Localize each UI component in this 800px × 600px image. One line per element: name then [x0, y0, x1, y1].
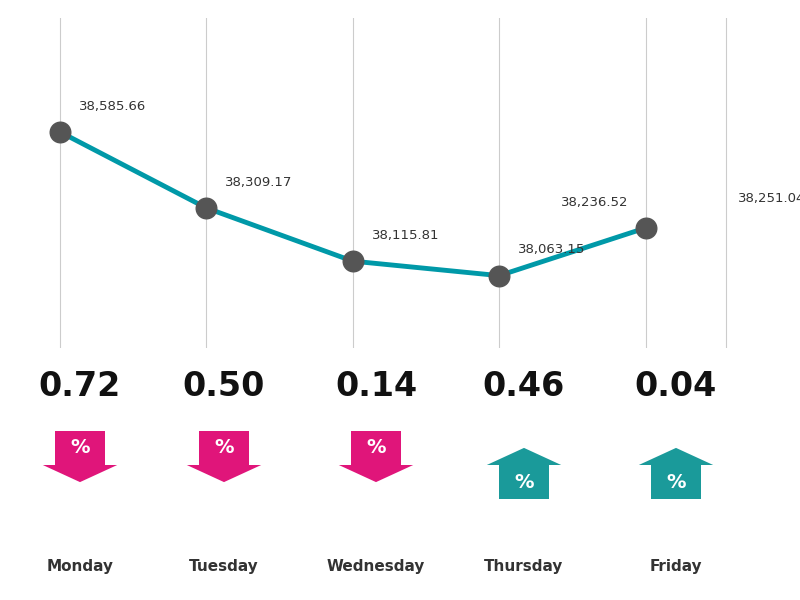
Text: 0.04: 0.04	[635, 370, 717, 403]
Text: %: %	[666, 473, 686, 491]
Text: 0.72: 0.72	[39, 370, 121, 403]
Text: 38,063.15: 38,063.15	[518, 244, 586, 256]
Text: Friday: Friday	[650, 559, 702, 575]
Text: Monday: Monday	[46, 559, 114, 575]
Text: %: %	[514, 473, 534, 491]
Text: 38,251.04: 38,251.04	[738, 192, 800, 205]
Text: Tuesday: Tuesday	[189, 559, 259, 575]
Text: 38,309.17: 38,309.17	[226, 176, 293, 189]
Text: 38,236.52: 38,236.52	[561, 196, 628, 209]
Point	[493, 271, 506, 280]
Text: 38,115.81: 38,115.81	[372, 229, 439, 242]
Text: Wednesday: Wednesday	[327, 559, 425, 575]
Point	[54, 127, 66, 137]
Text: 0.14: 0.14	[335, 370, 417, 403]
Point	[346, 256, 359, 266]
Text: 38,585.66: 38,585.66	[79, 100, 146, 113]
Text: 0.50: 0.50	[183, 370, 265, 403]
Text: 0.46: 0.46	[483, 370, 565, 403]
Text: %: %	[214, 439, 234, 457]
Text: %: %	[70, 439, 90, 457]
Point	[200, 203, 213, 213]
Text: %: %	[366, 439, 386, 457]
Point	[639, 223, 652, 233]
Text: Thursday: Thursday	[484, 559, 564, 575]
